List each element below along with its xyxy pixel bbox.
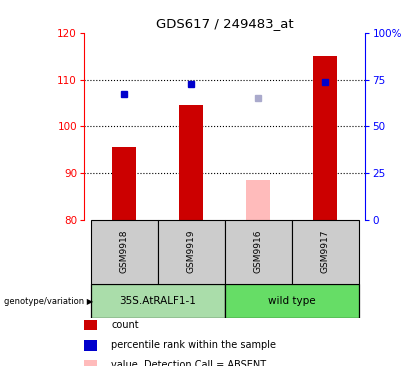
Text: GSM9917: GSM9917 — [321, 230, 330, 273]
FancyBboxPatch shape — [292, 220, 359, 284]
Bar — [113, 147, 136, 220]
Bar — [313, 56, 337, 220]
Text: GSM9916: GSM9916 — [254, 230, 262, 273]
Bar — [179, 105, 203, 220]
Title: GDS617 / 249483_at: GDS617 / 249483_at — [156, 17, 294, 30]
Text: count: count — [111, 320, 139, 330]
FancyBboxPatch shape — [225, 220, 292, 284]
Bar — [247, 180, 270, 220]
FancyBboxPatch shape — [158, 220, 225, 284]
Text: wild type: wild type — [268, 296, 315, 306]
FancyBboxPatch shape — [91, 220, 158, 284]
Text: GSM9918: GSM9918 — [120, 230, 129, 273]
Text: GSM9919: GSM9919 — [187, 230, 196, 273]
FancyBboxPatch shape — [225, 284, 359, 318]
Text: 35S.AtRALF1-1: 35S.AtRALF1-1 — [119, 296, 196, 306]
Text: genotype/variation ▶: genotype/variation ▶ — [4, 296, 94, 306]
Text: value, Detection Call = ABSENT: value, Detection Call = ABSENT — [111, 360, 266, 366]
FancyBboxPatch shape — [91, 284, 225, 318]
Text: percentile rank within the sample: percentile rank within the sample — [111, 340, 276, 350]
